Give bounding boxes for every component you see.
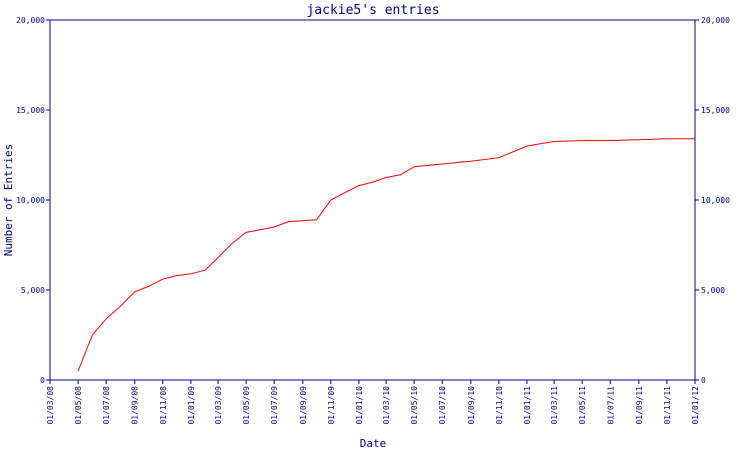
plot-area-frame bbox=[49, 19, 696, 381]
x-tick-label: 01/11/08 bbox=[159, 386, 168, 425]
x-tick-label: 01/09/11 bbox=[635, 386, 644, 425]
x-tick-label: 01/01/09 bbox=[187, 386, 196, 425]
x-tick-label: 01/09/08 bbox=[131, 386, 140, 425]
x-tick-label: 01/05/09 bbox=[242, 386, 251, 425]
y-tick-label-left: 0 bbox=[40, 376, 45, 385]
x-tick-label: 01/07/11 bbox=[606, 386, 615, 425]
x-tick-label: 01/09/09 bbox=[299, 386, 308, 425]
x-tick-label: 01/09/10 bbox=[467, 386, 476, 425]
y-tick-label-left: 10,000 bbox=[16, 196, 45, 205]
x-tick-label: 01/07/10 bbox=[438, 386, 447, 425]
y-tick-label-right: 0 bbox=[701, 376, 706, 385]
x-tick-label: 01/05/10 bbox=[410, 386, 419, 425]
x-tick-label: 01/11/10 bbox=[495, 386, 504, 425]
x-tick-label: 01/03/11 bbox=[550, 386, 559, 425]
x-tick-label: 01/05/11 bbox=[578, 386, 587, 425]
x-tick-label: 01/11/09 bbox=[327, 386, 336, 425]
series-line bbox=[77, 138, 695, 372]
x-tick-label: 01/01/11 bbox=[523, 386, 532, 425]
x-tick-label: 01/07/08 bbox=[102, 386, 111, 425]
y-tick-label-left: 20,000 bbox=[16, 16, 45, 25]
y-tick-label-right: 20,000 bbox=[701, 16, 730, 25]
x-tick-label: 01/03/09 bbox=[214, 386, 223, 425]
x-axis: 01/03/08 01/05/08 01/07/08 01/09/08 01/11/08… bbox=[46, 380, 700, 425]
x-tick-label: 01/11/11 bbox=[663, 386, 672, 425]
y-tick-label-right: 10,000 bbox=[701, 196, 730, 205]
y-tick-label-left: 15,000 bbox=[16, 106, 45, 115]
y-axis-right: 0 5,000 10,000 15,000 20,000 bbox=[695, 16, 730, 385]
x-tick-label: 01/03/08 bbox=[46, 386, 55, 425]
x-tick-label: 01/01/12 bbox=[691, 386, 700, 425]
x-axis-label: Date bbox=[360, 437, 387, 450]
y-tick-label-left: 5,000 bbox=[21, 286, 45, 295]
y-axis-left: 0 5,000 10,000 15,000 20,000 bbox=[16, 16, 50, 385]
x-tick-label: 01/03/10 bbox=[382, 386, 391, 425]
x-tick-label: 01/07/09 bbox=[270, 386, 279, 425]
chart-title: jackie5's entries bbox=[306, 3, 439, 18]
y-tick-label-right: 15,000 bbox=[701, 106, 730, 115]
x-tick-label: 01/05/08 bbox=[74, 386, 83, 425]
x-tick-label: 01/01/10 bbox=[355, 386, 364, 425]
y-axis-label: Number of Entries bbox=[2, 144, 15, 257]
y-tick-label-right: 5,000 bbox=[701, 286, 725, 295]
